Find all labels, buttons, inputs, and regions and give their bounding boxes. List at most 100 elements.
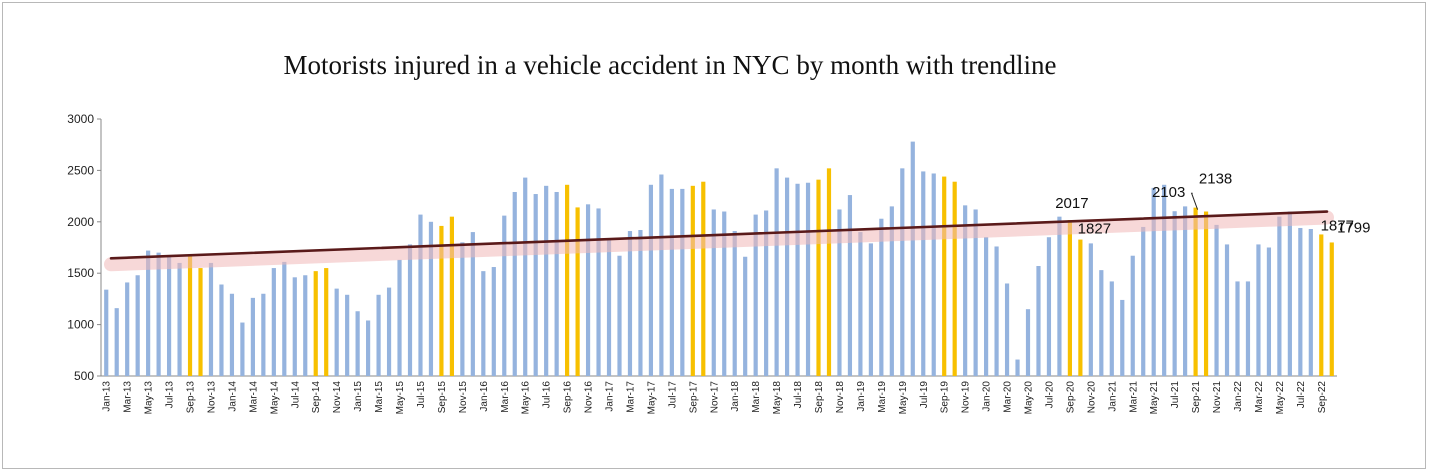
bar-jan-22 <box>1235 281 1240 376</box>
bar-nov-17 <box>711 209 716 376</box>
bar-dec-19 <box>973 209 978 376</box>
bar-mar-19 <box>879 218 884 376</box>
bar-jul-22 <box>1298 227 1303 376</box>
bar-jun-21 <box>1162 184 1167 376</box>
bar-oct-19 <box>952 181 957 376</box>
x-tick-label: Jul-20 <box>1044 381 1055 409</box>
bar-apr-13 <box>135 275 140 376</box>
bar-aug-14 <box>303 275 308 376</box>
bar-jul-14 <box>292 277 297 376</box>
bar-may-14 <box>271 268 276 376</box>
bar-dec-15 <box>470 232 475 376</box>
x-tick-label: Jul-13 <box>165 381 176 409</box>
x-tick-label: Sep-15 <box>437 381 448 414</box>
bar-may-16 <box>523 177 528 376</box>
x-tick-label: Nov-13 <box>206 381 217 414</box>
bar-sep-22 <box>1319 234 1324 376</box>
bar-mar-22 <box>1256 244 1261 376</box>
bar-jan-20 <box>984 237 989 376</box>
bar-apr-21 <box>1141 226 1146 376</box>
bar-nov-15 <box>460 242 465 376</box>
x-tick-label: Sep-21 <box>1191 381 1202 414</box>
bar-jan-16 <box>481 271 486 376</box>
bar-aug-13 <box>177 262 182 376</box>
bar-jan-19 <box>858 232 863 376</box>
x-tick-label: Jul-15 <box>416 381 427 409</box>
bar-jun-20 <box>1036 266 1041 376</box>
x-tick-label: Sep-13 <box>186 381 197 414</box>
bar-jan-13 <box>104 289 109 376</box>
bar-sep-21 <box>1193 207 1198 376</box>
y-tick-label: 1000 <box>67 318 94 332</box>
bar-feb-14 <box>240 322 245 376</box>
x-tick-label: Nov-21 <box>1212 381 1223 414</box>
bar-jan-21 <box>1109 281 1114 376</box>
bar-aug-22 <box>1308 229 1313 376</box>
chart-title: Motorists injured in a vehicle accident … <box>283 50 1057 80</box>
bar-dec-13 <box>219 284 224 376</box>
bar-aug-15 <box>428 221 434 376</box>
x-tick-label: May-21 <box>1149 381 1160 415</box>
bar-nov-16 <box>585 204 591 376</box>
bar-may-13 <box>146 250 151 376</box>
x-tick-label: May-20 <box>1024 381 1035 415</box>
bar-apr-22 <box>1266 247 1272 376</box>
x-tick-label: Jan-13 <box>102 381 113 412</box>
x-tick-label: Mar-17 <box>625 381 636 413</box>
data-label-sep-21: 2138 <box>1199 171 1232 188</box>
bar-jun-19 <box>910 141 915 376</box>
bar-apr-19 <box>889 206 894 376</box>
x-tick-label: Mar-16 <box>500 381 511 413</box>
x-tick-label: Jan-20 <box>982 381 993 412</box>
bar-jan-15 <box>355 311 360 376</box>
bar-oct-20 <box>1078 239 1083 376</box>
x-tick-label: Jan-18 <box>730 381 741 412</box>
bar-dec-17 <box>722 211 727 376</box>
bar-aug-18 <box>805 182 811 376</box>
x-tick-label: Jul-18 <box>793 381 804 409</box>
bar-apr-20 <box>1015 359 1020 376</box>
bar-mar-14 <box>250 297 255 376</box>
y-tick-label: 2500 <box>67 163 94 177</box>
x-tick-label: Jul-14 <box>290 381 301 409</box>
x-tick-label: May-22 <box>1275 381 1286 415</box>
bar-jul-17 <box>669 188 674 376</box>
bar-oct-17 <box>701 181 706 376</box>
x-tick-label: Jan-19 <box>856 381 867 412</box>
x-tick-label: Sep-14 <box>311 381 322 414</box>
x-tick-label: May-18 <box>772 381 783 415</box>
bar-may-17 <box>648 184 654 376</box>
bar-aug-21 <box>1183 206 1188 376</box>
bar-nov-13 <box>208 262 214 376</box>
data-label-oct-22: 1799 <box>1337 219 1370 236</box>
x-tick-label: Mar-21 <box>1128 381 1139 413</box>
bar-jul-16 <box>544 185 549 376</box>
x-tick-label: Mar-18 <box>751 381 762 413</box>
bar-jun-13 <box>156 252 161 376</box>
x-tick-label: Jan-22 <box>1233 381 1244 412</box>
bar-feb-18 <box>743 256 748 376</box>
bar-dec-16 <box>596 208 601 376</box>
bar-may-21 <box>1151 187 1156 376</box>
x-tick-label: Mar-22 <box>1254 381 1265 413</box>
bar-feb-13 <box>114 308 119 376</box>
bar-sep-13 <box>187 254 193 376</box>
bar-dec-18 <box>847 195 853 376</box>
bar-jul-15 <box>418 214 423 376</box>
bar-mar-16 <box>502 215 507 376</box>
bar-feb-22 <box>1245 281 1251 376</box>
bar-aug-16 <box>554 191 559 376</box>
trendline-glow <box>104 210 1334 272</box>
bar-nov-19 <box>963 205 968 376</box>
data-label-sep-22: 1877 <box>1321 217 1354 234</box>
x-tick-label: May-16 <box>521 381 532 415</box>
bar-apr-15 <box>386 287 392 376</box>
x-tick-label: Mar-13 <box>123 381 134 413</box>
bar-may-20 <box>1025 309 1031 376</box>
bar-feb-17 <box>617 255 622 376</box>
bar-sep-18 <box>816 179 821 376</box>
bar-mar-17 <box>627 231 633 376</box>
x-tick-label: May-14 <box>269 381 280 415</box>
bar-apr-14 <box>261 293 266 376</box>
bar-nov-18 <box>837 209 842 376</box>
